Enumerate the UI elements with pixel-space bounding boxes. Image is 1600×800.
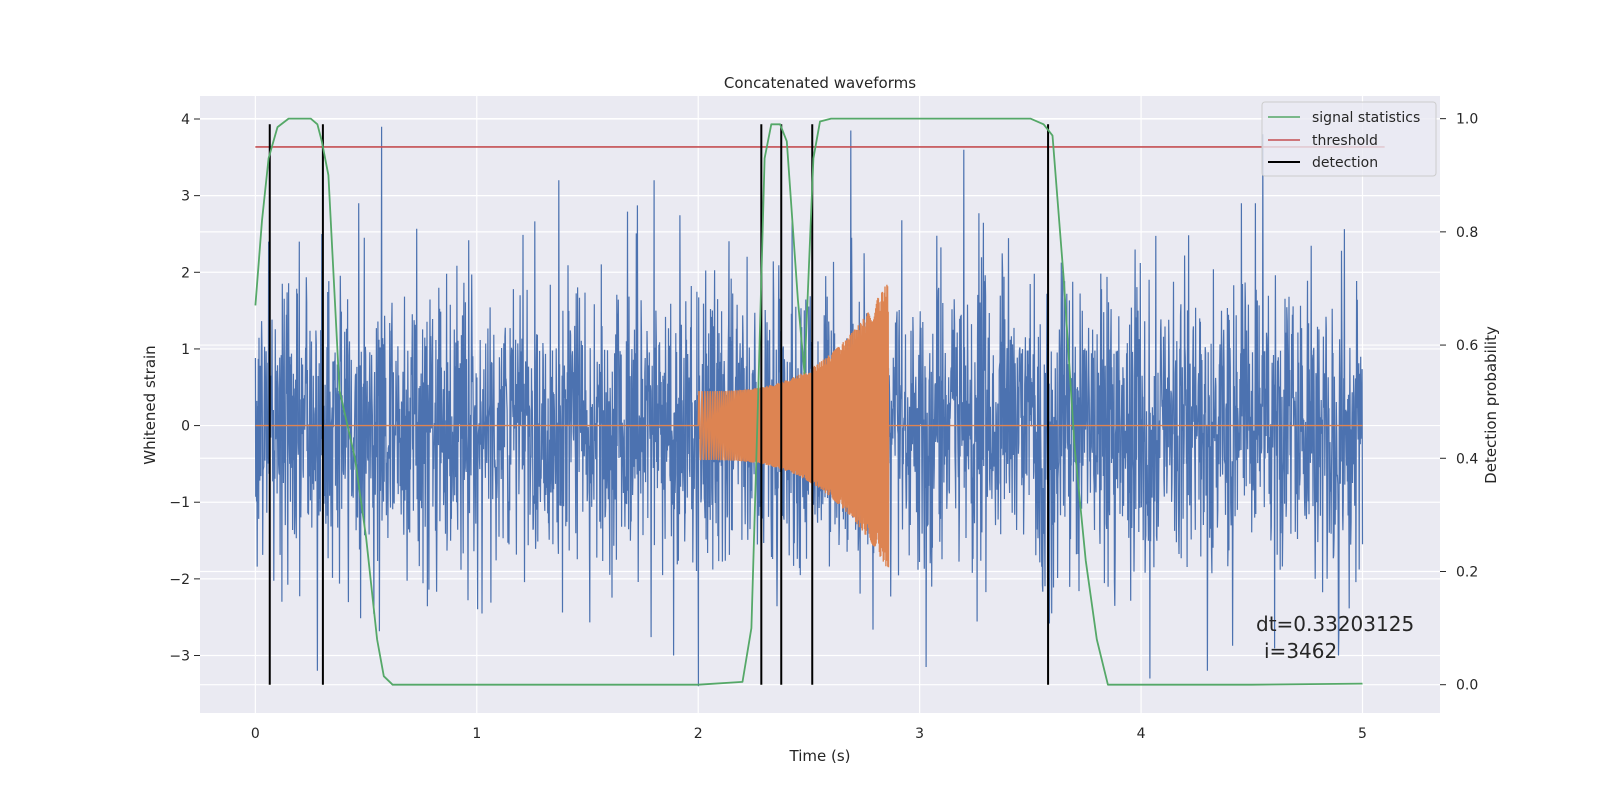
y-tick-label-left: −3 <box>169 649 190 665</box>
x-tick-label: 4 <box>1137 726 1146 742</box>
chart-title: Concatenated waveforms <box>724 74 916 92</box>
y-tick-label-right: 0.6 <box>1456 338 1478 354</box>
y-tick-label-left: 3 <box>181 189 190 205</box>
annotation-index: i=3462 <box>1264 639 1337 663</box>
y-axis-label-right: Detection probability <box>1482 326 1500 484</box>
annotation-dt: dt=0.33203125 <box>1256 612 1414 636</box>
x-tick-label: 3 <box>915 726 924 742</box>
x-tick-label: 5 <box>1358 726 1367 742</box>
legend-label-signal-statistics: signal statistics <box>1312 110 1420 126</box>
legend: signal statistics threshold detection <box>1261 101 1437 177</box>
x-axis-label: Time (s) <box>789 747 851 765</box>
y-tick-label-right: 0.4 <box>1456 451 1478 467</box>
y-tick-label-left: 1 <box>181 342 190 358</box>
x-tick-label: 2 <box>694 726 703 742</box>
injected-chirp-line <box>255 284 1363 568</box>
series-layer <box>254 117 1385 687</box>
y-tick-label-left: 4 <box>181 112 190 128</box>
strain-noise-line <box>254 126 1364 687</box>
x-tick-label: 1 <box>472 726 481 742</box>
legend-label-detection: detection <box>1312 155 1378 171</box>
legend-box <box>1261 101 1437 177</box>
y-axis-label-left: Whitened strain <box>141 345 159 464</box>
y-tick-label-left: 0 <box>181 419 190 435</box>
y-tick-label-left: −1 <box>169 495 190 511</box>
legend-label-threshold: threshold <box>1312 133 1378 149</box>
y-tick-label-right: 0.8 <box>1456 225 1478 241</box>
x-tick-label: 0 <box>251 726 260 742</box>
y-tick-label-left: 2 <box>181 265 190 281</box>
y-tick-label-right: 0.2 <box>1456 564 1478 580</box>
y-tick-label-left: −2 <box>169 572 190 588</box>
y-tick-label-right: 1.0 <box>1456 112 1478 128</box>
signal-statistics-line <box>254 117 1363 686</box>
y-tick-label-right: 0.0 <box>1456 678 1478 694</box>
tick-labels: 0 1 2 3 4 5 −3 −2 −1 0 1 2 3 4 0.0 0.2 0.4 0.6 0.8 1.0 <box>169 112 1478 742</box>
